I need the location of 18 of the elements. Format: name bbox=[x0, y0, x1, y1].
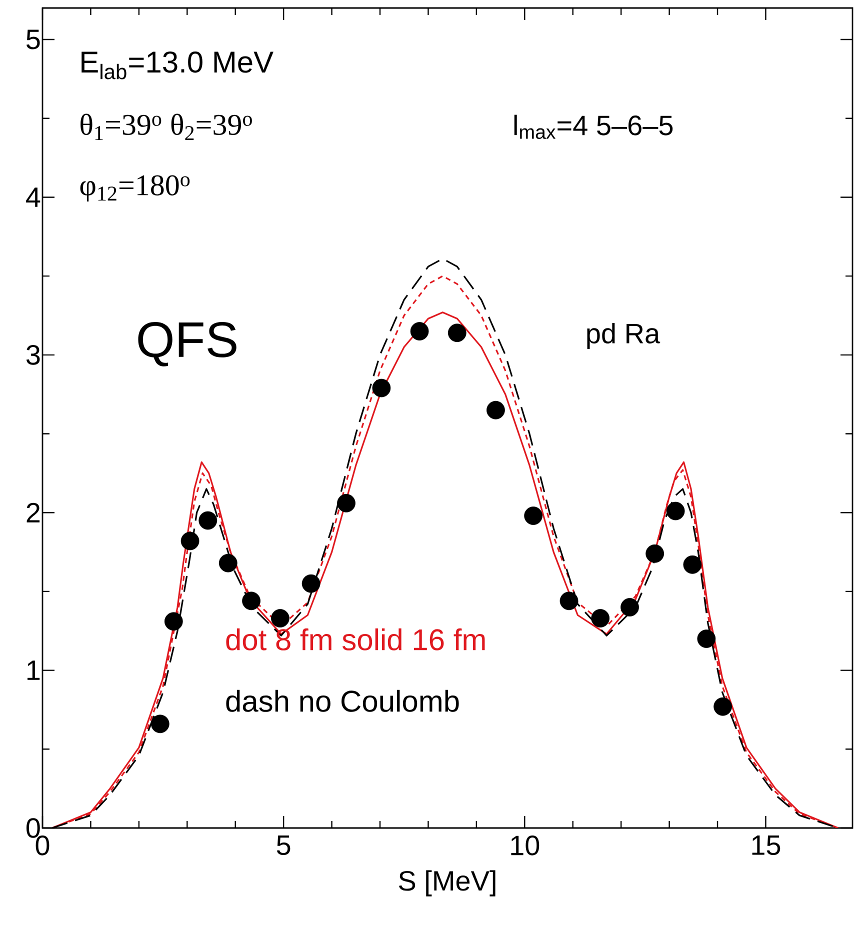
x-axis-title: S [MeV] bbox=[398, 870, 496, 896]
y-tick-label: 3 bbox=[26, 345, 40, 365]
y-tick-label: 0 bbox=[26, 818, 40, 838]
y-tick-label: 4 bbox=[26, 188, 40, 207]
y-tick-label: 5 bbox=[26, 30, 40, 50]
y-tick-label: 2 bbox=[26, 502, 40, 522]
annotation: dash no Coulomb bbox=[226, 690, 459, 712]
x-tick-label: 15 bbox=[752, 836, 780, 856]
annotation: θ$_{1}$=39$^{o}$ θ$_{2}$=39$^{o}$ bbox=[80, 114, 252, 140]
annotation: QFS bbox=[138, 322, 236, 366]
annotation: dot 8 fm solid 16 fm bbox=[226, 628, 485, 650]
annotation: pd Ra bbox=[587, 322, 660, 350]
annotation: l$_{max}$=4 5–6–5 bbox=[514, 114, 673, 139]
annotation: φ$_{12}$=180$^{o}$ bbox=[80, 175, 190, 202]
x-tick-label: 10 bbox=[511, 836, 540, 856]
y-tick-label: 1 bbox=[28, 660, 40, 680]
annotation: E$_{lab}$=13.0 MeV bbox=[82, 51, 274, 80]
x-tick-label: 5 bbox=[276, 836, 290, 856]
